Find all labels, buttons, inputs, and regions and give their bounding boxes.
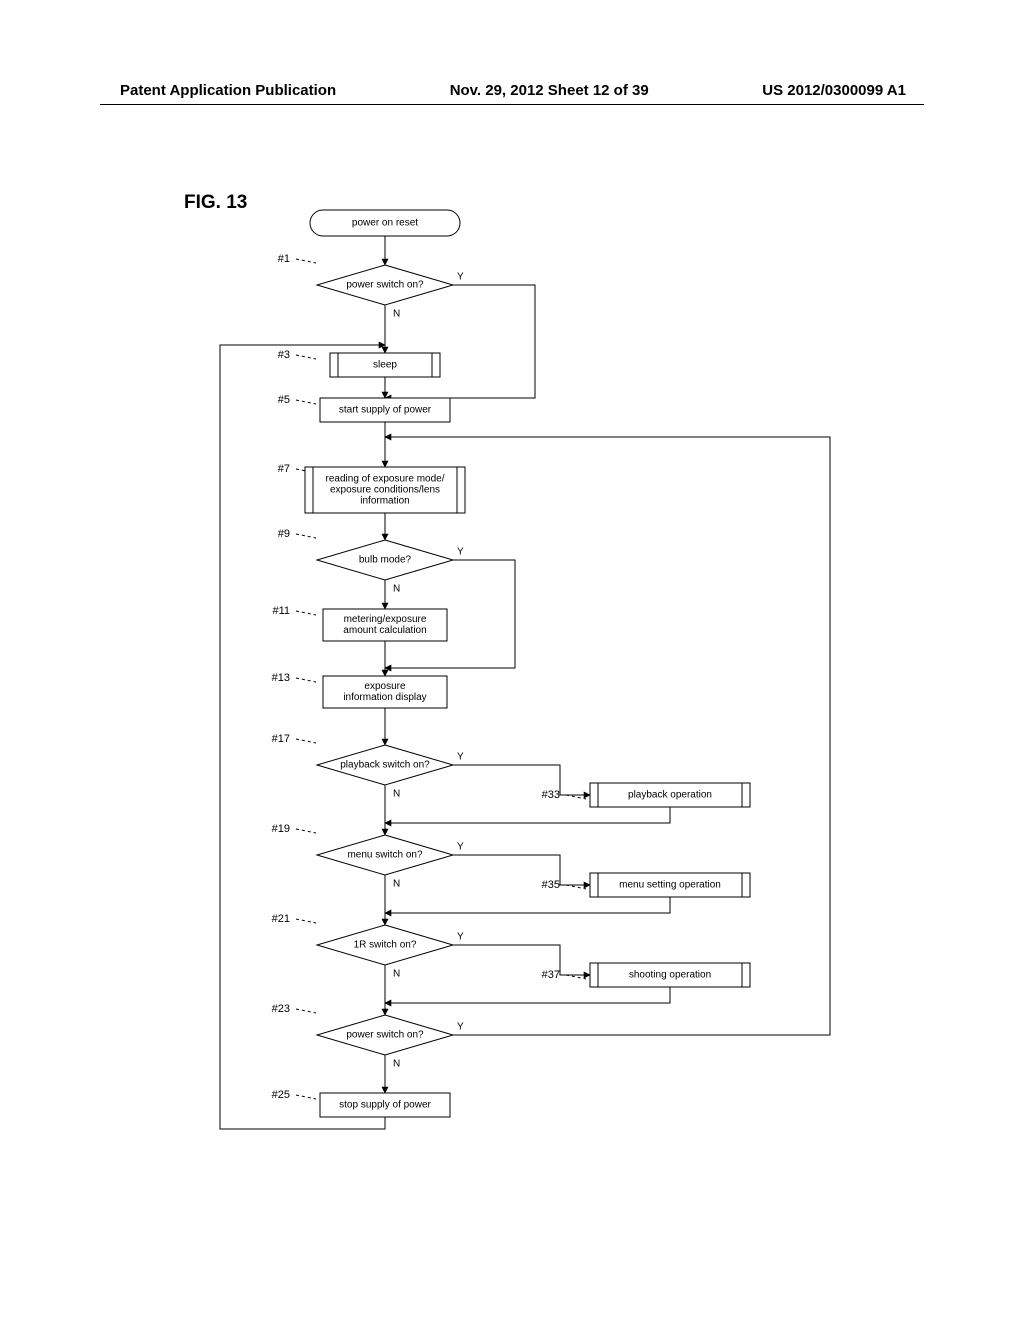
svg-text:amount calculation: amount calculation <box>343 625 426 636</box>
svg-text:bulb mode?: bulb mode? <box>359 555 412 566</box>
svg-text:playback operation: playback operation <box>628 790 712 801</box>
svg-text:exposure conditions/lens: exposure conditions/lens <box>330 485 440 496</box>
svg-text:Y: Y <box>457 272 464 283</box>
header-left: Patent Application Publication <box>120 82 336 99</box>
svg-text:Y: Y <box>457 752 464 763</box>
svg-text:Y: Y <box>457 1022 464 1033</box>
svg-text:#13: #13 <box>272 672 290 684</box>
svg-text:Y: Y <box>457 547 464 558</box>
header-right: US 2012/0300099 A1 <box>762 82 906 99</box>
svg-text:N: N <box>393 879 400 890</box>
svg-text:playback switch on?: playback switch on? <box>340 760 430 771</box>
svg-text:#3: #3 <box>278 349 290 361</box>
svg-text:#23: #23 <box>272 1003 290 1015</box>
svg-text:N: N <box>393 1059 400 1070</box>
svg-text:#11: #11 <box>272 605 290 617</box>
svg-text:information display: information display <box>343 692 426 703</box>
svg-text:reading of exposure mode/: reading of exposure mode/ <box>326 474 445 485</box>
svg-text:Y: Y <box>457 932 464 943</box>
flowchart: power on reset #1 power switch on? N Y #3 slee… <box>180 205 880 1145</box>
svg-text:#7: #7 <box>278 463 290 475</box>
header-center: Nov. 29, 2012 Sheet 12 of 39 <box>450 82 649 99</box>
svg-text:Y: Y <box>457 842 464 853</box>
svg-text:#9: #9 <box>278 528 290 540</box>
svg-text:power switch on?: power switch on? <box>346 280 424 291</box>
svg-text:#19: #19 <box>272 823 290 835</box>
svg-text:stop supply of power: stop supply of power <box>339 1100 431 1111</box>
svg-text:exposure: exposure <box>364 681 406 692</box>
svg-text:sleep: sleep <box>373 360 397 371</box>
svg-text:N: N <box>393 584 400 595</box>
svg-text:#17: #17 <box>272 733 290 745</box>
svg-text:#37: #37 <box>542 969 560 981</box>
svg-text:power switch on?: power switch on? <box>346 1030 424 1041</box>
svg-text:shooting operation: shooting operation <box>629 970 711 981</box>
svg-text:#5: #5 <box>278 394 290 406</box>
svg-text:N: N <box>393 309 400 320</box>
svg-text:#33: #33 <box>542 789 560 801</box>
svg-text:1R switch on?: 1R switch on? <box>354 940 417 951</box>
svg-text:#35: #35 <box>542 879 560 891</box>
svg-text:metering/exposure: metering/exposure <box>344 614 427 625</box>
svg-text:#25: #25 <box>272 1089 290 1101</box>
svg-text:#1: #1 <box>278 253 290 265</box>
svg-text:power on reset: power on reset <box>352 218 418 229</box>
svg-text:menu setting operation: menu setting operation <box>619 880 721 891</box>
svg-text:menu switch on?: menu switch on? <box>347 850 422 861</box>
svg-text:N: N <box>393 969 400 980</box>
svg-text:information: information <box>360 496 409 507</box>
svg-text:#21: #21 <box>272 913 290 925</box>
svg-text:start supply of power: start supply of power <box>339 405 432 416</box>
svg-text:N: N <box>393 789 400 800</box>
page-header: Patent Application Publication Nov. 29, … <box>0 82 1024 99</box>
header-rule <box>100 104 924 105</box>
